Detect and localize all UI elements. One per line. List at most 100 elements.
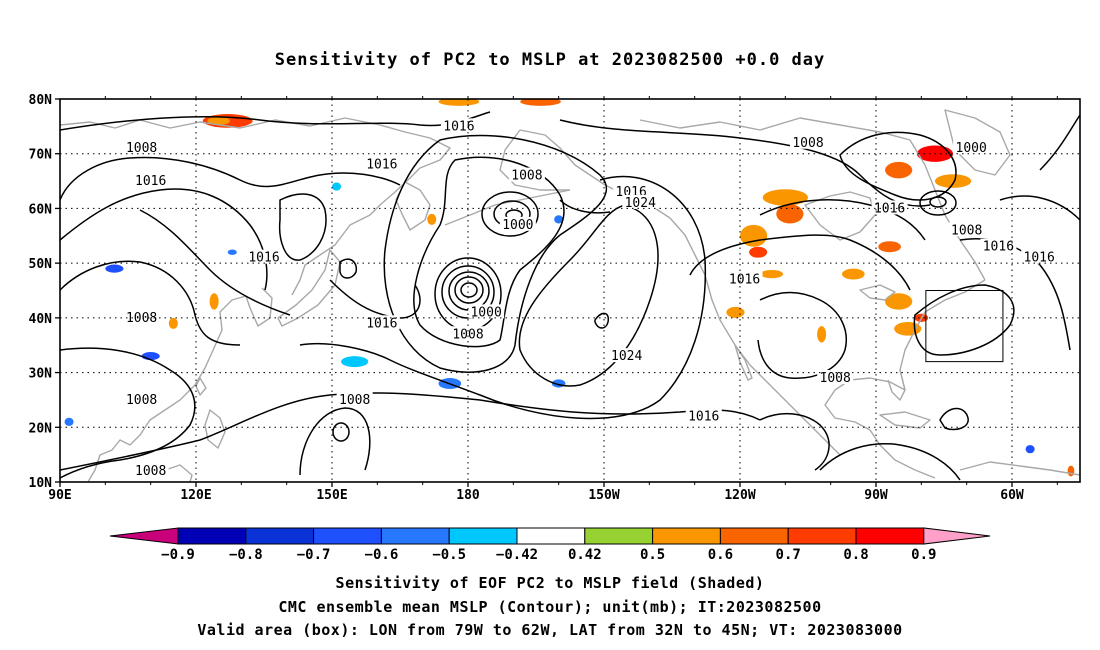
lon-label-2: 150E	[316, 488, 347, 503]
coastline-baja	[734, 344, 753, 381]
contour-label-bg-19	[726, 271, 763, 286]
sensitivity-shading	[64, 99, 1075, 477]
contour-label-bg-23	[980, 238, 1017, 253]
lat-label-4: 40N	[29, 312, 53, 327]
gridlines	[60, 99, 1080, 482]
contour-label-25: 1008	[820, 371, 851, 386]
lat-label-6: 20N	[29, 421, 53, 436]
contour-label-1: 1008	[126, 141, 157, 156]
contour-label-18: 1008	[792, 136, 823, 151]
contour-label-bg-12	[613, 184, 650, 199]
contour-label-bg-3	[363, 156, 400, 171]
contour-label-bg-13	[622, 194, 659, 209]
coastline-indochina	[87, 439, 131, 482]
colorbar-label-5: −0.42	[496, 547, 538, 563]
shading-patch-14	[894, 321, 922, 336]
shading-patch-19	[168, 317, 178, 329]
colorbar-segment-2	[313, 527, 382, 545]
shading-patch-13	[885, 293, 913, 310]
contour-label-11: 1000	[502, 218, 533, 233]
shading-patch-29	[554, 215, 564, 224]
contour-1016-south	[60, 392, 761, 471]
contour-label-bg-1	[123, 140, 160, 155]
coastline-aleutians	[444, 189, 571, 226]
coastline-taiwan	[195, 377, 207, 396]
contour-asia-loop	[278, 193, 327, 261]
colorbar-segment-8	[719, 527, 789, 545]
shading-patch-16	[760, 269, 784, 279]
contour-label-bg-21	[953, 140, 990, 155]
contour-label-7: 1008	[126, 393, 157, 408]
contour-label-15: 1008	[452, 327, 483, 342]
contour-low-w2	[454, 276, 484, 304]
coastline-borneo	[164, 464, 193, 482]
coastline-hudson-bay	[804, 191, 876, 241]
colorbar-segment-5	[516, 527, 586, 545]
shading-patch-8	[776, 204, 804, 224]
contour-1016-sa	[819, 443, 961, 481]
lon-label-6: 90W	[864, 488, 888, 503]
shading-patch-5	[885, 161, 913, 179]
contour-low-w1	[460, 282, 478, 298]
contour-1016-atl2	[999, 195, 1080, 221]
colorbar-segment-4	[448, 527, 518, 545]
mslp-contours	[60, 111, 1080, 481]
shading-patch-2	[438, 99, 480, 106]
contour-1016-high	[299, 175, 707, 420]
contour-1016-siberia	[60, 111, 491, 131]
contour-label-5: 1016	[248, 251, 279, 266]
colorbar: −0.9 −0.8 −0.7 −0.6 −0.5 −0.42 0.42 0.5 0.6 0.7 0.…	[109, 527, 991, 563]
contour-labels: 1016 1008 1016 1016 1008 1016 1016 1008 1008 1008…	[123, 118, 1058, 479]
colorbar-label-8: 0.6	[708, 547, 733, 563]
colorbar-label-1: −0.8	[229, 547, 263, 563]
coastline-japan	[277, 249, 341, 327]
contour-label-bg-22	[948, 222, 985, 237]
colorbar-segment-1	[245, 527, 315, 545]
shading-patch-22	[1067, 465, 1075, 477]
coastline-korea	[245, 287, 273, 327]
contour-label-bg-6	[363, 315, 400, 330]
contour-label-bg-20	[871, 200, 908, 215]
lon-label-5: 120W	[724, 488, 755, 503]
colorbar-segment-10	[855, 527, 925, 545]
contour-label-bg-24	[1021, 249, 1058, 264]
contour-label-20: 1016	[874, 201, 905, 216]
coastline-china	[129, 295, 247, 446]
coastline-alaska-west	[499, 129, 570, 191]
shading-patch-25	[341, 356, 369, 368]
lat-label-2: 60N	[29, 202, 53, 217]
contour-atl-far	[1039, 114, 1080, 171]
colorbar-label-11: 0.9	[911, 547, 936, 563]
contour-low-labrador2	[919, 190, 957, 216]
coastline-central-america	[869, 429, 936, 479]
lat-label-3: 50N	[29, 257, 53, 272]
colorbar-label-7: 0.5	[640, 547, 665, 563]
contour-asia-loop2	[339, 258, 358, 279]
contour-label-19: 1016	[729, 273, 760, 288]
contour-na-small	[594, 312, 610, 329]
coastline-siberia	[60, 117, 451, 216]
caption-line-1: Sensitivity of EOF PC2 to MSLP field (Sh…	[335, 574, 765, 592]
contour-1016-asia	[60, 188, 268, 291]
lon-label-0: 90E	[48, 488, 71, 503]
coastline-philippines	[204, 409, 226, 449]
valid-area-box	[925, 290, 1004, 363]
contour-1008-sw	[299, 407, 371, 476]
shading-patch-10	[749, 246, 768, 258]
shading-patch-21	[817, 326, 827, 343]
contour-label-9: 1008	[135, 464, 166, 479]
coastline-cuba	[879, 411, 931, 429]
contour-label-0: 1016	[443, 119, 474, 134]
contour-label-bg-7	[123, 391, 160, 406]
contour-label-3: 1016	[366, 158, 397, 173]
shading-patch-23	[105, 264, 124, 273]
contour-label-6: 1016	[366, 316, 397, 331]
contour-1008-sw-inner	[332, 422, 350, 442]
contour-1008-asia-mid	[60, 260, 241, 346]
contour-label-22: 1008	[951, 223, 982, 238]
contour-label-bg-5	[246, 249, 282, 264]
contour-label-bg-4	[123, 309, 160, 324]
contour-low-n3	[481, 191, 539, 237]
lon-label-7: 60W	[1000, 488, 1024, 503]
